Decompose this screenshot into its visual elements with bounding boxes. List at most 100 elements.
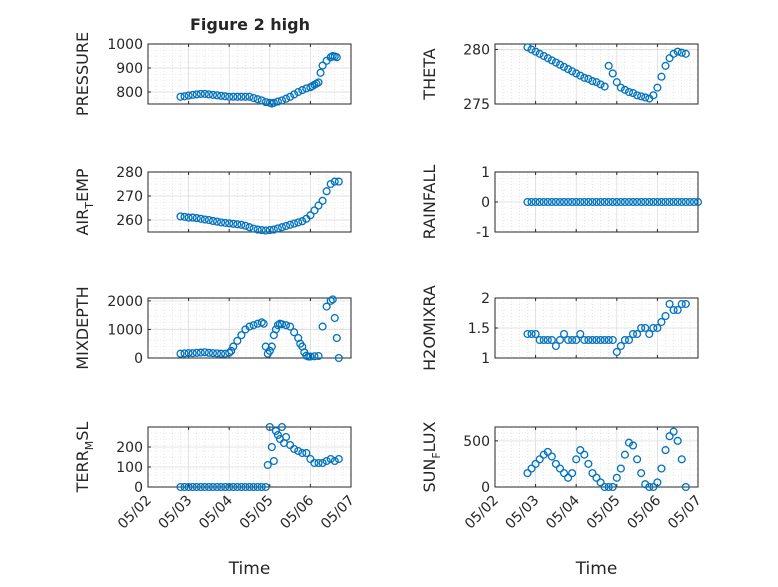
data-point: [318, 196, 327, 205]
subplot-mixdepth: 0 1000 2000 MIXDEPTH: [73, 286, 352, 370]
data-point: [523, 469, 532, 478]
data-point: [588, 77, 597, 86]
data-point: [306, 211, 315, 220]
data-point: [290, 328, 299, 337]
data-point: [249, 93, 258, 103]
data-point: [576, 71, 585, 80]
x-tick-label: 05/05: [237, 493, 277, 533]
data-point: [673, 436, 682, 445]
data-point: [641, 323, 650, 333]
data-point: [294, 446, 303, 456]
axes-frame: [147, 171, 352, 233]
y-axis-label: TERRMSL: [73, 422, 96, 494]
y-tick-label: 270: [116, 189, 143, 205]
data-point: [233, 220, 242, 229]
data-point: [559, 329, 569, 339]
data-point: [531, 459, 540, 468]
data-point: [685, 197, 694, 207]
data-point: [669, 305, 678, 315]
x-tick-label: 05/02: [462, 493, 502, 533]
data-point: [306, 352, 315, 361]
data-point: [624, 335, 634, 345]
data-point: [628, 197, 638, 207]
data-point: [241, 92, 250, 101]
data-point: [600, 482, 609, 492]
data-point: [257, 96, 266, 105]
data-point: [669, 427, 678, 436]
data-point: [192, 214, 201, 223]
data-point: [208, 216, 218, 226]
data-point: [681, 299, 690, 309]
data-point: [677, 48, 686, 57]
data-point: [657, 317, 666, 327]
data-point: [657, 197, 666, 207]
data-point: [261, 482, 270, 492]
data-point: [596, 335, 605, 345]
data-point: [330, 177, 339, 186]
subplot-rainfall: -1 0 1 RAINFALL: [420, 165, 703, 241]
data-point: [535, 335, 544, 345]
y-tick-label: 260: [116, 213, 143, 229]
data-point: [208, 90, 218, 99]
data-point: [233, 482, 242, 492]
data-point: [241, 482, 250, 492]
data-point: [245, 223, 254, 232]
data-point: [645, 329, 654, 339]
data-point: [551, 197, 560, 207]
data-point: [641, 197, 650, 207]
data-point: [673, 305, 682, 315]
data-point: [328, 295, 337, 304]
data-point: [661, 311, 670, 321]
x-tick-label: 05/03: [503, 493, 543, 533]
data-point: [225, 348, 234, 357]
data-point: [535, 49, 544, 58]
data-point: [665, 299, 674, 309]
data-point: [273, 97, 282, 106]
data-point: [568, 197, 577, 207]
data-point: [314, 78, 323, 87]
data-point: [269, 98, 278, 107]
data-point: [661, 197, 670, 207]
data-point: [624, 87, 634, 97]
y-tick-label: 800: [116, 85, 143, 101]
x-tick-label: 05/04: [196, 492, 236, 532]
data-point: [298, 86, 307, 95]
data-point: [332, 333, 341, 343]
data-point: [196, 214, 205, 223]
data-point: [245, 482, 254, 492]
data-point: [535, 455, 544, 464]
data-point: [604, 482, 613, 492]
data-point: [531, 47, 540, 56]
data-point: [681, 482, 690, 492]
data-point: [204, 215, 213, 225]
data-point: [608, 335, 617, 345]
data-point: [645, 197, 654, 207]
data-point: [649, 91, 658, 100]
y-tick-label: -1: [476, 225, 490, 241]
data-point: [543, 54, 552, 63]
data-point: [681, 197, 690, 207]
x-tick-label: 05/06: [277, 492, 317, 532]
data-point: [604, 335, 613, 345]
data-point: [600, 335, 609, 345]
data-point: [637, 92, 646, 101]
data-point: [620, 335, 629, 345]
data-point: [184, 91, 193, 100]
axes-frame: [494, 43, 699, 105]
data-point: [689, 197, 698, 207]
data-point: [277, 320, 287, 329]
data-point: [330, 313, 339, 323]
data-point: [677, 455, 686, 464]
data-point: [237, 92, 246, 101]
data-point: [322, 187, 331, 196]
data-point: [176, 212, 185, 221]
data-point: [298, 448, 307, 458]
data-point: [225, 219, 234, 228]
data-point: [653, 323, 662, 333]
y-axis-label: AIRTEMP: [73, 168, 96, 235]
data-point: [294, 87, 303, 97]
x-tick-label: 05/03: [156, 493, 196, 533]
data-point: [225, 482, 234, 492]
